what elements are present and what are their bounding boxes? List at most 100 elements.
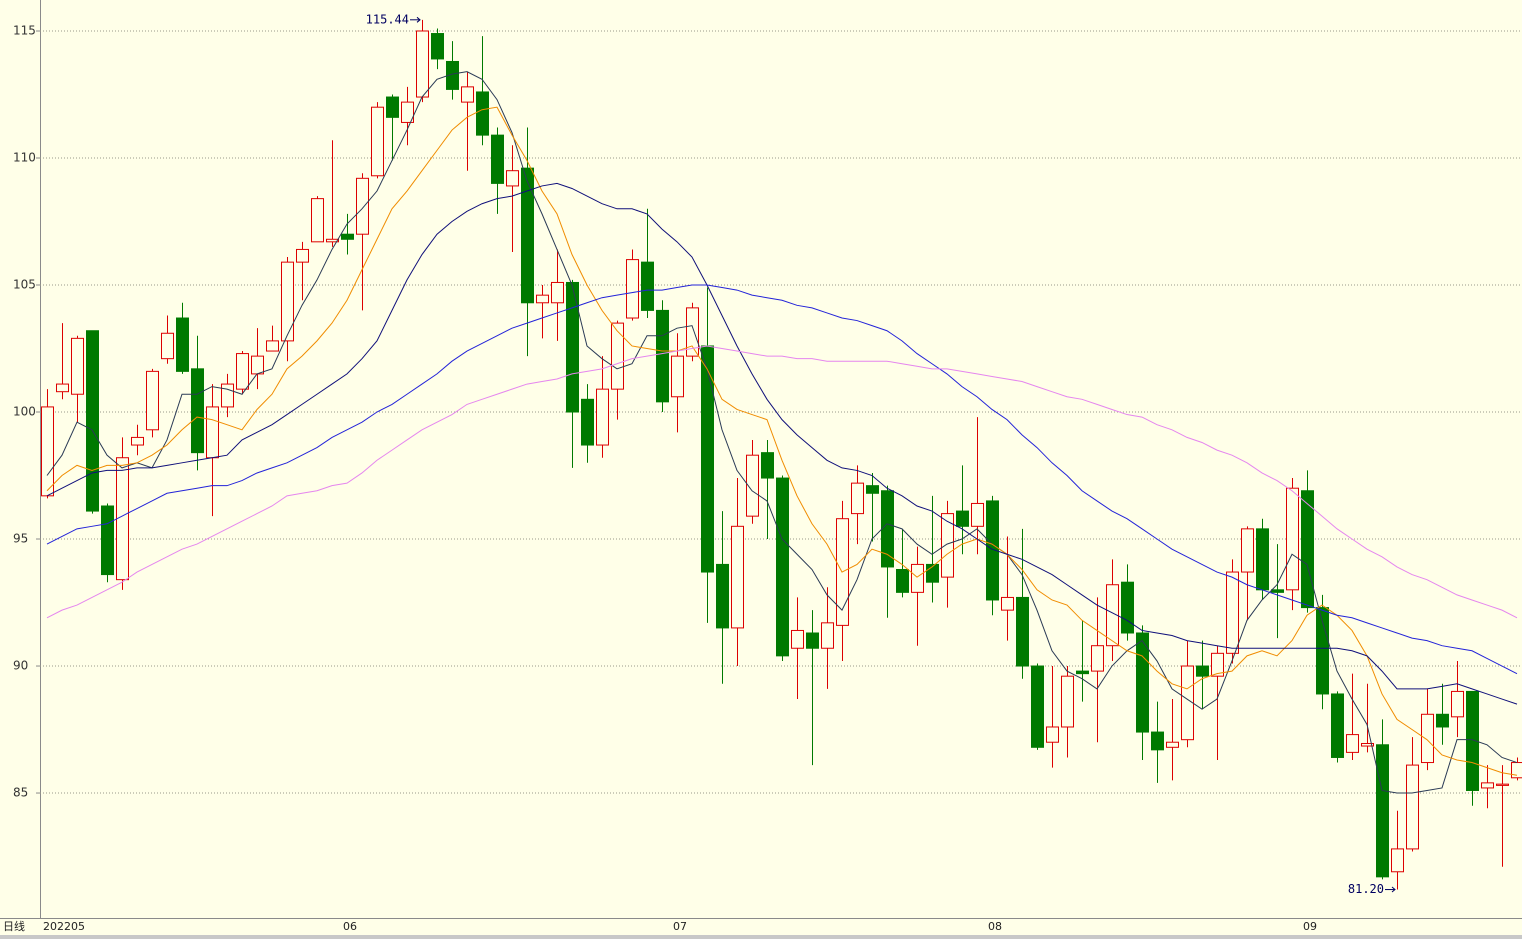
candle-body [1001,596,1014,611]
extreme-arrowhead [1391,886,1396,893]
candle-body [266,340,279,352]
candle-body [1286,487,1299,591]
candle-body [1271,589,1284,593]
candle-body [656,309,669,403]
bottom-bar [0,935,1522,939]
candle-body [311,198,324,243]
candle-body [86,330,99,512]
candle-body [221,383,234,408]
candle-body [581,398,594,446]
candle-body [191,368,204,454]
candle-body [431,33,444,60]
candle-body [776,477,789,657]
candle-body [1151,731,1164,751]
candle-body [1481,782,1494,789]
candle-body [686,307,699,357]
moving-average-line [46,345,1518,619]
candle-body [521,167,534,304]
candle-body [791,629,804,649]
candle-body [671,355,684,398]
candle-body [1406,764,1419,850]
candle-body [1331,693,1344,758]
candle-body [806,632,819,649]
candle-body [146,370,159,431]
candle-body [446,60,459,90]
candle-body [1496,783,1509,786]
y-tick-label: 100 [13,405,36,419]
candle-body [206,406,219,459]
candle-body [761,452,774,479]
x-tick-label: 09 [1303,920,1317,933]
candle-body [896,568,909,593]
candle-body [386,96,399,118]
candle-body [1376,744,1389,878]
candle-body [821,622,834,649]
candle-body [56,383,69,393]
candle-body [476,91,489,136]
moving-average-line [46,106,1518,776]
candle-body [1106,584,1119,647]
candle-body [131,436,144,446]
candle-body [1031,665,1044,748]
candle-body [296,248,309,263]
y-tick-label: 105 [13,278,36,292]
candle-body [866,485,879,494]
candle-body [731,525,744,629]
candle-body [596,388,609,446]
candle-body [371,106,384,177]
candle-body [626,259,639,319]
y-tick-label: 90 [13,659,28,673]
candle-body [986,500,999,601]
extreme-arrowhead [416,16,421,23]
candle-body [1121,581,1134,634]
candle-body [1511,762,1522,779]
candle-body [1421,713,1434,764]
y-tick-label: 85 [13,786,28,800]
candle-body [101,505,114,576]
y-tick-label: 110 [13,150,36,164]
candle-body [326,238,339,243]
candle-body [611,322,624,390]
candle-body [1196,665,1209,677]
x-tick-label: 202205 [43,920,85,933]
candle-body [341,233,354,240]
candle-body [1301,490,1314,609]
candle-body [1316,607,1329,695]
candle-body [881,490,894,568]
x-tick-label: 06 [343,920,357,933]
candle-body [251,355,264,375]
candle-body [1256,528,1269,591]
candle-body [1091,645,1104,672]
candle-body [416,30,429,98]
candle-body [1016,596,1029,667]
x-tick-label: 08 [988,920,1002,933]
candle-body [491,134,504,184]
candle-body [911,563,924,593]
candle-body [1226,571,1239,654]
candle-body [461,86,474,103]
candle-body [236,353,249,390]
y-tick-label: 115 [13,23,36,37]
candle-body [956,510,969,527]
candle-body [701,345,714,573]
candle-body [1136,632,1149,733]
period-label: 日线 [3,919,25,933]
candle-body [506,170,519,187]
candle-body [1391,848,1404,873]
moving-average-line [46,71,1518,794]
candle-body [1466,690,1479,791]
candle-body [536,294,549,304]
candle-body [941,513,954,578]
candle-body [1076,670,1089,675]
candle-body [1166,741,1179,748]
candle-body [116,457,129,581]
extreme-label: 115.44 [366,12,409,26]
candle-body [1211,652,1224,677]
candle-body [401,101,414,123]
candle-body [161,332,174,360]
candle-body [71,337,84,395]
candle-body [1346,734,1359,753]
extreme-label: 81.20 [1348,882,1384,896]
candle-body [851,482,864,515]
candle-body [281,261,294,342]
